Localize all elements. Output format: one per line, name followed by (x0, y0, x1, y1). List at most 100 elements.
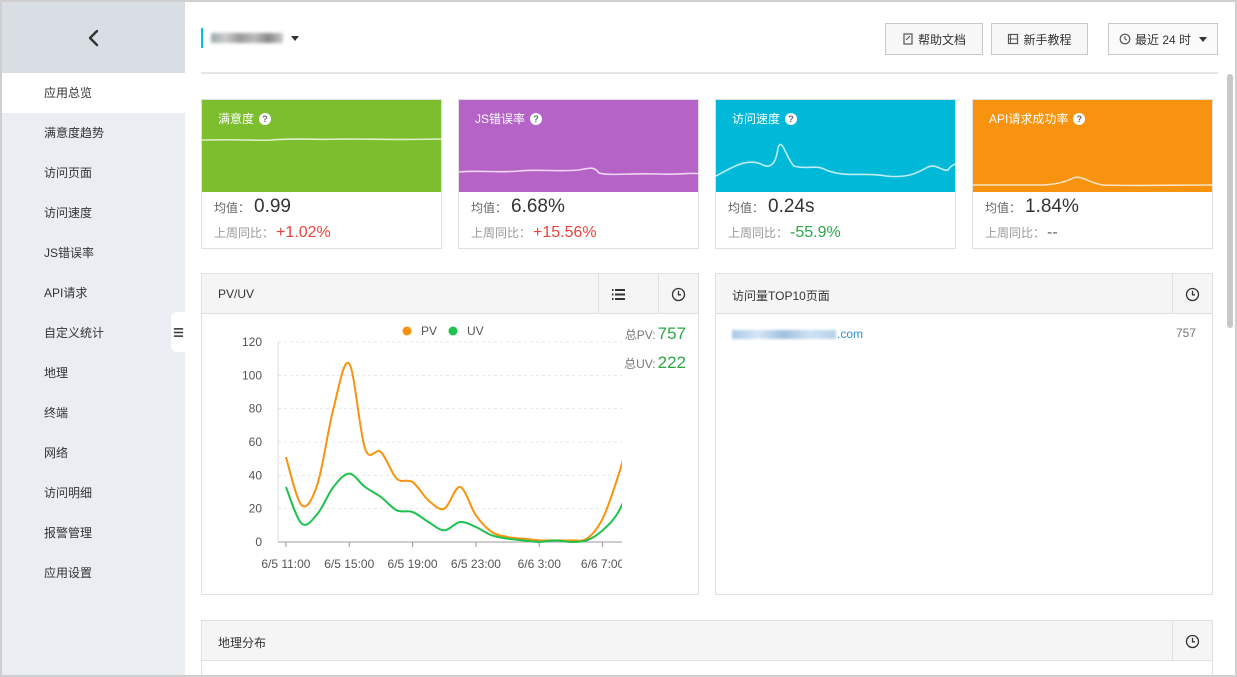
legend-label-pv: PV (421, 324, 437, 338)
help-icon[interactable]: ? (530, 112, 543, 125)
caret-down-icon (291, 35, 299, 41)
sidebar: 应用总览满意度趋势访问页面访问速度 JS错误率 API请求自定义统计地理终端网络访问… (2, 2, 185, 675)
metric-title-label: JS错误率 (475, 112, 526, 126)
week-over-week-value: +15.56% (533, 224, 597, 241)
x-tick-label: 6/6 7:00 (581, 557, 622, 571)
metric-title: 访问速度? (732, 110, 798, 127)
geo-panel: 地理分布 (201, 620, 1213, 675)
total-uv-label: 总UV: (624, 357, 656, 371)
total-pv-value: 757 (657, 324, 686, 343)
sidebar-item-7[interactable]: 自定义统计 (44, 326, 105, 340)
pvuv-panel-header: PV/UV (202, 274, 698, 314)
top10-row[interactable]: .com (732, 326, 1212, 342)
app-selector[interactable] (201, 28, 299, 48)
metric-title-label: 满意度 (218, 112, 255, 126)
help-icon[interactable]: ? (259, 112, 272, 125)
metric-title: API请求成功率? (989, 110, 1086, 127)
page-url-redacted (732, 329, 836, 339)
metric-week-over-week: 上周同比： -55.9% (728, 224, 841, 242)
clock-icon (1119, 33, 1131, 45)
tutorial-button[interactable]: 新手教程 (991, 23, 1088, 55)
pvuv-panel: PV/UV 总PV: 757 总UV: 222 0 20 40 60 80 100 120 6… (201, 273, 699, 595)
average-value: 1.84% (1025, 196, 1079, 217)
help-icon[interactable]: ? (785, 112, 798, 125)
pvuv-time-button[interactable] (658, 274, 698, 314)
metric-card-header: API请求成功率? (973, 100, 1214, 192)
sidebar-collapse-handle[interactable] (171, 312, 185, 352)
series-line-pv (284, 361, 622, 542)
metric-title-label: API请求成功率 (989, 112, 1069, 126)
sidebar-item-9[interactable]: 终端 (44, 406, 69, 420)
top10-time-button[interactable] (1172, 274, 1212, 314)
metric-card-1[interactable]: 满意度? 均值： 0.99 上周同比： +1.02% (201, 99, 443, 249)
week-over-week-value: -55.9% (790, 224, 841, 241)
week-over-week-label: 上周同比： (214, 226, 275, 240)
metric-card-4[interactable]: API请求成功率? 均值： 1.84% 上周同比： -- (972, 99, 1214, 249)
x-tick-label: 6/5 19:00 (388, 557, 438, 571)
sparkline (459, 167, 700, 176)
average-value: 0.99 (254, 196, 291, 217)
week-over-week-label: 上周同比： (471, 226, 532, 240)
sidebar-item-1[interactable]: 应用总览 (2, 73, 185, 113)
metric-average: 均值： 0.24s (728, 196, 815, 218)
metric-card-header: 满意度? (202, 100, 443, 192)
metric-average: 均值： 1.84% (985, 196, 1079, 218)
sidebar-item-2[interactable]: 满意度趋势 (44, 126, 105, 140)
total-pv: 总PV: 757 (625, 324, 686, 344)
y-tick-label: 60 (249, 435, 263, 449)
week-over-week-value: +1.02% (276, 224, 331, 241)
sidebar-item-12[interactable]: 报警管理 (44, 526, 93, 540)
y-tick-label: 80 (249, 402, 263, 416)
list-view-button[interactable] (598, 274, 638, 314)
sidebar-item-10[interactable]: 网络 (44, 446, 69, 460)
top10-panel-header: 访问量TOP10页面 (716, 274, 1212, 314)
chevron-left-icon (88, 29, 98, 46)
sparkline (973, 176, 1214, 187)
metric-card-2[interactable]: JS错误率? 均值： 6.68% 上周同比： +15.56% (458, 99, 700, 249)
help-docs-label: 帮助文档 (917, 32, 966, 47)
y-tick-label: 120 (242, 335, 262, 349)
y-tick-label: 100 (242, 368, 262, 382)
vertical-scrollbar[interactable] (1227, 74, 1233, 328)
sidebar-item-4[interactable]: 访问速度 (44, 206, 93, 220)
page-url-suffix[interactable]: .com (837, 327, 864, 341)
sidebar-item-5[interactable]: JS错误率 (44, 246, 95, 260)
metric-week-over-week: 上周同比： +1.02% (214, 224, 331, 242)
app-name-redacted (211, 33, 283, 43)
metric-average: 均值： 6.68% (471, 196, 565, 218)
menu-collapse-icon (173, 327, 183, 337)
average-label: 均值： (214, 201, 251, 215)
help-icon[interactable]: ? (1073, 112, 1086, 125)
metric-card-header: 访问速度? (716, 100, 957, 192)
legend-marker-uv (448, 326, 458, 336)
sparkline (716, 143, 957, 178)
time-range-label: 最近 24 时 (1134, 32, 1192, 47)
help-docs-button[interactable]: 帮助文档 (885, 23, 983, 55)
back-button[interactable] (2, 2, 185, 73)
sidebar-item-11[interactable]: 访问明细 (44, 486, 93, 500)
sidebar-item-6[interactable]: API请求 (44, 286, 88, 300)
sidebar-item-13[interactable]: 应用设置 (44, 566, 93, 580)
metric-average: 均值： 0.99 (214, 196, 291, 218)
geo-time-button[interactable] (1172, 621, 1212, 661)
sidebar-item-3[interactable]: 访问页面 (44, 166, 93, 180)
time-range-dropdown[interactable]: 最近 24 时 (1108, 23, 1218, 55)
metric-card-3[interactable]: 访问速度? 均值： 0.24s 上周同比： -55.9% (715, 99, 957, 249)
y-tick-label: 0 (255, 535, 262, 549)
metric-week-over-week: 上周同比： -- (985, 224, 1058, 242)
sparkline (202, 138, 443, 142)
geo-panel-header: 地理分布 (202, 621, 1212, 661)
series-line-uv (284, 472, 622, 544)
sidebar-nav: 应用总览满意度趋势访问页面访问速度 JS错误率 API请求自定义统计地理终端网络访问… (2, 73, 185, 593)
film-icon (1008, 33, 1019, 45)
top10-panel: 访问量TOP10页面 .com 757 (715, 273, 1213, 595)
top10-panel-title: 访问量TOP10页面 (732, 289, 830, 303)
week-over-week-label: 上周同比： (728, 226, 789, 240)
tutorial-label: 新手教程 (1023, 32, 1072, 47)
caret-down-icon (1199, 36, 1208, 42)
sidebar-item-8[interactable]: 地理 (44, 366, 69, 380)
pvuv-line-chart: 0 20 40 60 80 100 120 6/5 11:00 6/5 15:00 6/5 19:… (242, 324, 622, 571)
top-toolbar: 帮助文档 新手教程 最近 24 时 (201, 2, 1218, 74)
metric-title: 满意度? (218, 110, 272, 127)
y-tick-label: 20 (249, 502, 263, 516)
